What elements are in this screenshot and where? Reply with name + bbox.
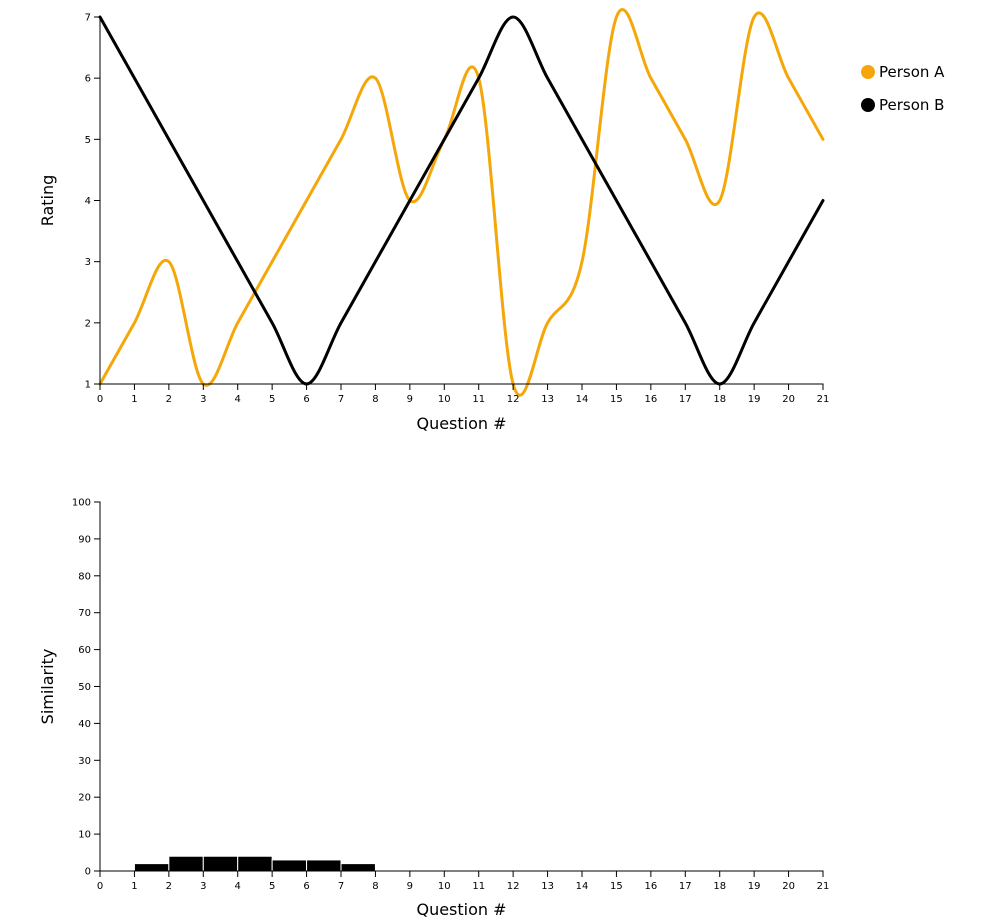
rating-chart-x-tick-label: 18 (713, 394, 726, 405)
similarity-chart-y-tick-label: 50 (78, 682, 91, 693)
rating-chart-x-tick-label: 13 (541, 394, 554, 405)
similarity-chart-x-tick-label: 10 (438, 881, 451, 892)
rating-chart-y-tick-label: 3 (85, 257, 91, 268)
similarity-chart-y-tick-label: 20 (78, 793, 91, 804)
similarity-chart-x-tick-label: 17 (679, 881, 692, 892)
rating-chart-x-tick-label: 6 (303, 394, 309, 405)
similarity-chart-x-tick-label: 3 (200, 881, 206, 892)
similarity-chart-x-tick-label: 13 (541, 881, 554, 892)
similarity-bar (237, 855, 273, 872)
rating-chart-x-axis-title: Question # (416, 414, 506, 433)
rating-chart-x-tick-label: 10 (438, 394, 451, 405)
rating-chart-x-tick-label: 19 (748, 394, 761, 405)
legend-label-person-a: Person A (879, 63, 945, 81)
similarity-chart-y-tick-label: 90 (78, 534, 91, 545)
rating-chart-y-tick-label: 5 (85, 135, 91, 146)
legend-marker-person-a (861, 65, 875, 79)
rating-chart-x-tick-label: 20 (782, 394, 795, 405)
similarity-chart-x-axis-title: Question # (416, 900, 506, 919)
rating-chart-x-tick-label: 17 (679, 394, 692, 405)
similarity-chart-x-tick-label: 9 (407, 881, 413, 892)
rating-line-chart: 0 1 2 3 4 5 6 7 8 9 10 11 12 13 14 15 16 17 18 19 20 21123456… (38, 7, 945, 433)
similarity-chart-x-tick-label: 20 (782, 881, 795, 892)
similarity-bar (168, 855, 204, 872)
similarity-chart-x-tick-label: 1 (131, 881, 137, 892)
similarity-chart-y-tick-label: 40 (78, 719, 91, 730)
series-line-person-a (98, 7, 825, 397)
similarity-chart-y-tick-label: 30 (78, 756, 91, 767)
rating-chart-x-tick-label: 21 (817, 394, 830, 405)
rating-chart-x-tick-label: 9 (407, 394, 413, 405)
rating-chart-y-axis-title: Rating (38, 175, 57, 227)
similarity-chart-y-tick-label: 70 (78, 608, 91, 619)
legend: Person A Person B (861, 63, 945, 114)
similarity-chart-x-tick-label: 16 (644, 881, 657, 892)
rating-chart-x-tick-label: 5 (269, 394, 275, 405)
rating-chart-y-tick-label: 2 (85, 318, 91, 329)
rating-chart-x-tick-label: 3 (200, 394, 206, 405)
rating-chart-x-tick-label: 4 (235, 394, 241, 405)
similarity-chart-y-axis-title: Similarity (38, 649, 57, 725)
rating-chart-y-tick-label: 7 (85, 13, 91, 24)
similarity-bar (202, 855, 239, 872)
similarity-chart-x-tick-label: 19 (748, 881, 761, 892)
similarity-chart-x-tick-label: 11 (472, 881, 485, 892)
rating-chart-x-tick-label: 8 (372, 394, 378, 405)
similarity-chart-x-tick-label: 6 (303, 881, 309, 892)
similarity-chart-x-tick-label: 8 (372, 881, 378, 892)
similarity-bar (306, 859, 342, 872)
similarity-chart-x-tick-label: 18 (713, 881, 726, 892)
similarity-chart-x-axis-line (99, 870, 824, 877)
rating-chart-y-tick-label: 6 (85, 74, 91, 85)
legend-marker-person-b (861, 98, 875, 112)
similarity-chart-x-tick-label: 5 (269, 881, 275, 892)
rating-chart-x-tick-label: 7 (338, 394, 344, 405)
similarity-chart-x-tick-label: 14 (576, 881, 589, 892)
rating-chart-x-tick-label: 12 (507, 394, 520, 405)
rating-chart-x-tick-label: 16 (644, 394, 657, 405)
similarity-chart-y-tick-label: 0 (85, 867, 91, 878)
similarity-chart-x-tick-label: 12 (507, 881, 520, 892)
rating-chart-x-tick-label: 2 (166, 394, 172, 405)
series-line-person-b (98, 15, 825, 386)
rating-chart-y-tick-label: 1 (85, 380, 91, 391)
rating-chart-x-tick-label: 11 (472, 394, 485, 405)
similarity-chart-x-tick-label: 4 (235, 881, 241, 892)
legend-label-person-b: Person B (879, 96, 944, 114)
rating-chart-x-tick-label: 1 (131, 394, 137, 405)
similarity-bar (271, 859, 308, 872)
rating-chart-x-tick-label: 14 (576, 394, 589, 405)
rating-chart-x-tick-label: 0 (97, 394, 103, 405)
similarity-chart-x-tick-label: 21 (817, 881, 830, 892)
similarity-bar (340, 863, 376, 872)
similarity-chart-x-tick-label: 2 (166, 881, 172, 892)
rating-chart-x-tick-label: 15 (610, 394, 623, 405)
rating-chart-y-tick-label: 4 (85, 196, 91, 207)
similarity-bar (133, 863, 170, 872)
similarity-bar-chart: 0 1 2 3 4 5 6 7 8 9 10 11 12 13 14 15 16 17 18 19 20 21010203… (38, 498, 829, 920)
similarity-chart-x-tick-label: 7 (338, 881, 344, 892)
similarity-chart-y-tick-label: 60 (78, 645, 91, 656)
similarity-chart-x-tick-label: 0 (97, 881, 103, 892)
similarity-chart-y-tick-label: 80 (78, 571, 91, 582)
similarity-chart-y-tick-label: 100 (72, 498, 91, 509)
similarity-chart-y-tick-label: 10 (78, 830, 91, 841)
similarity-chart-x-tick-label: 15 (610, 881, 623, 892)
